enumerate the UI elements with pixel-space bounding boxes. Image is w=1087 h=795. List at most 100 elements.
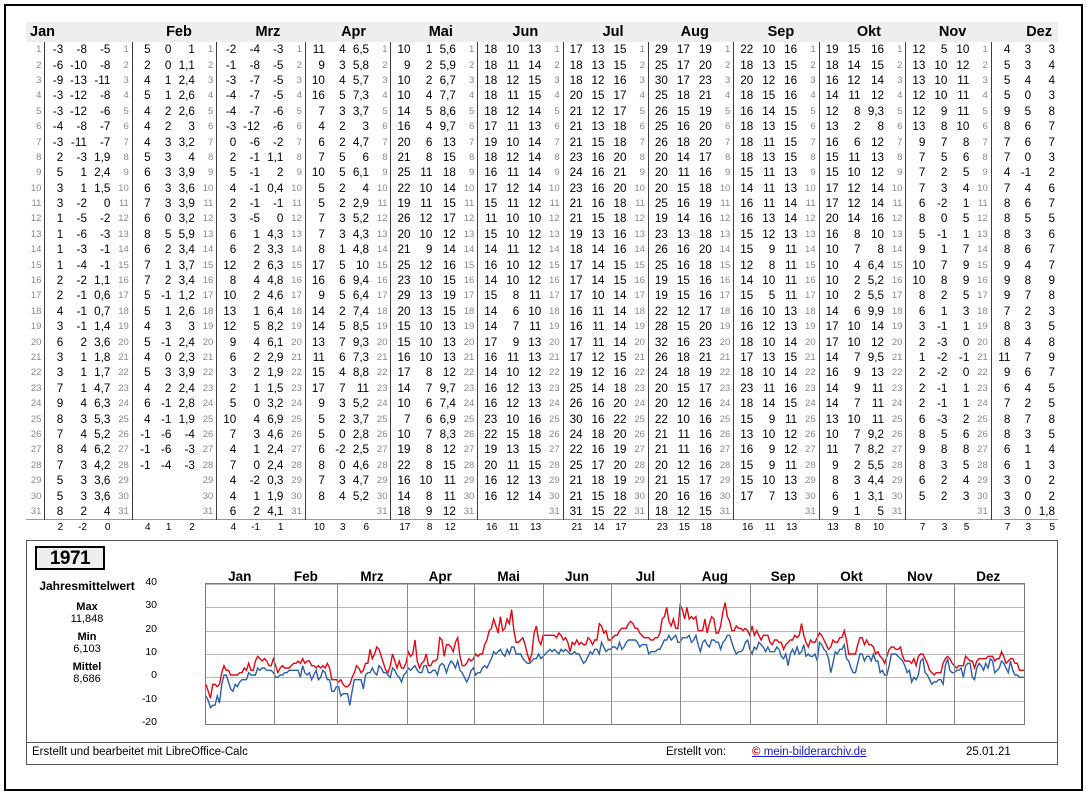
temp-cell-min: 6 [339,274,346,288]
temp-cell-mittel: 3,4 [178,274,195,288]
temp-cell-mittel: -2 [273,135,284,149]
day-number: 5 [382,105,388,117]
temp-cell-mittel: 4 [1048,58,1055,72]
day-number: 14 [977,244,988,256]
temp-cell-mittel: 13 [784,304,798,318]
day-number: 11 [203,198,214,210]
temp-cell-min: -5 [76,212,87,226]
temp-cell-max: 5 [216,165,240,181]
temp-cell-max: 16 [477,257,501,273]
temp-cell-mittel: 16 [698,427,712,441]
temp-cell-min: 16 [676,197,690,211]
y-axis-tick-label: -10 [141,692,157,705]
day-number: 27 [202,444,214,456]
temp-cell-min: 13 [762,58,776,72]
temp-cell-mittel: 19 [442,289,456,303]
day-number: 16 [719,275,731,287]
temp-cell-min: 2 [253,289,260,303]
temp-cell-min: 16 [676,243,690,257]
temp-cell-mittel: 16 [698,458,712,472]
temp-cell-min: 15 [506,427,520,441]
temp-cell-mittel: -7 [100,135,111,149]
day-number: 26 [977,428,988,440]
temp-cell-min: -1 [936,320,948,334]
temp-cell-mittel: 16 [613,227,627,241]
temp-cell-max: 6 [990,457,1014,473]
temp-cell-max: 8 [990,195,1014,212]
temp-cell-mittel: -3 [273,43,284,57]
footer-source-link[interactable]: © mein-bilderarchiv.de [752,746,866,758]
temp-cell-mittel: 8,6 [439,104,456,118]
temp-cell-mittel: 4,7 [352,474,370,488]
temp-cell-min: 10 [934,89,948,103]
temp-cell-min: 7 [940,135,948,149]
mean-row-spacer [887,518,906,535]
temp-cell-min: 9 [425,243,433,257]
temp-cell-max: 16 [390,118,414,135]
temp-cell-max: 8 [304,488,328,504]
monthly-mean-max: 4 [216,518,240,535]
temp-cell-mittel: 13 [528,381,542,395]
day-number: 5 [207,105,214,117]
day-number: 6 [897,121,903,133]
temp-cell-min: 5 [1024,104,1032,118]
temp-cell-min: 6 [425,397,433,411]
temp-cell-max: 20 [647,149,671,166]
day-number: 9 [724,167,731,179]
day-number: 20 [463,336,475,348]
temp-cell-mittel: 12 [442,366,456,380]
temp-cell-mittel: 9,2 [867,427,884,441]
day-number: 15 [376,259,388,271]
temp-cell-min: 3 [1024,58,1032,72]
temp-cell-mittel: 17 [613,104,627,118]
temp-cell-mittel: 3,7 [352,104,370,118]
temp-cell-max: 25 [562,457,586,473]
temp-cell-max: 5 [990,88,1014,104]
temp-cell-max: -6 [44,57,67,73]
day-number: 27 [118,444,129,456]
day-number: 28 [291,459,302,471]
temp-cell-mittel: 12 [870,335,884,349]
chart-plot-area: -20 -10 0 10 20 30 40 Jan Feb Mrz Apr Mai Jun Jul Aug S… [142,569,1041,739]
temp-cell-mittel: 17 [698,381,712,395]
x-axis-month-label-jun: Jun [564,569,589,584]
temp-cell-max: 18 [390,503,414,520]
temp-cell-mittel: 16 [698,274,712,288]
day-number: 18 [805,305,816,317]
temp-cell-mittel: 15 [698,504,712,518]
temp-cell-mittel: 13 [784,227,798,241]
temp-cell-min: 3 [339,397,346,411]
temp-cell-max: 2 [44,288,67,304]
temp-cell-min: -3 [936,335,948,349]
temp-cell-max: 18 [562,72,586,89]
day-number: 12 [202,213,214,225]
temp-cell-mittel: 3,9 [178,166,195,180]
temp-cell-mittel: 2,3 [178,351,195,364]
temp-cell-max: 5 [304,411,328,427]
temp-cell-min: -1 [76,320,87,334]
temp-cell-min: 7 [339,335,346,349]
temp-cell-mittel: 2 [1048,166,1055,180]
day-number: 29 [30,475,42,487]
mean-row-spacer [458,518,478,535]
temp-cell-min: 0 [253,458,260,472]
day-number: 28 [549,459,560,471]
temp-cell-mittel: 16 [784,43,798,57]
annual-statistics: Jahresmittelwert Max 11,848 Min 6,103 Mi… [33,579,141,685]
temp-cell-min: 0 [1024,150,1032,164]
day-number: 22 [118,367,129,379]
temp-cell-min: 6 [339,351,346,364]
x-axis-month-label-mai: Mai [497,569,520,584]
day-number: 19 [202,321,214,333]
temp-cell-min: 4 [253,412,260,426]
temp-cell-mittel: 8 [1048,289,1055,303]
temp-cell-mittel: 11 [785,289,798,303]
day-number: 3 [207,74,214,86]
monthly-mean-min: 8 [413,518,436,535]
day-number: 10 [30,182,42,194]
temp-cell-mittel: 1 [962,197,970,211]
temp-cell-max: 16 [818,72,842,89]
temp-cell-mittel: 4,4 [867,474,884,488]
temp-cell-mittel: 4 [962,474,970,488]
temp-cell-max: 9 [44,395,67,412]
